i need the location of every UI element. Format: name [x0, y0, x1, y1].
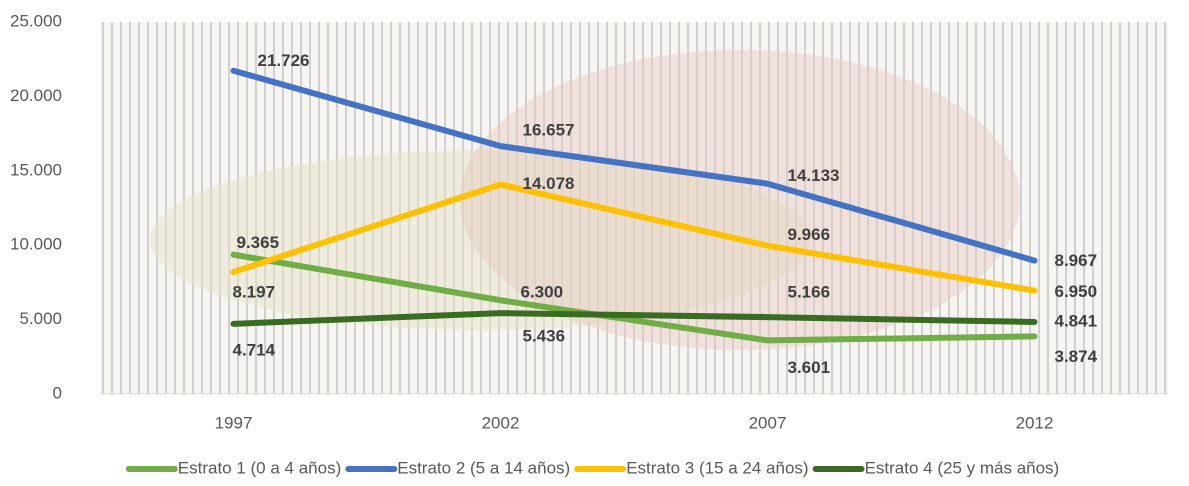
data-label: 4.714 — [233, 340, 276, 359]
y-tick-label: 0 — [53, 383, 62, 402]
y-tick-label: 20.000 — [10, 86, 62, 105]
data-label: 8.967 — [1055, 251, 1098, 270]
data-label: 6.300 — [521, 283, 564, 302]
background-picture — [460, 50, 1020, 350]
data-label: 16.657 — [523, 121, 575, 140]
data-label: 4.841 — [1055, 311, 1098, 330]
series-line — [230, 181, 1038, 294]
legend-label: Estrato 1 (0 a 4 años) — [178, 458, 341, 477]
x-tick-label: 2002 — [482, 413, 520, 432]
data-label: 14.078 — [523, 174, 575, 193]
y-tick-label: 10.000 — [10, 235, 62, 254]
data-label: 14.133 — [788, 166, 840, 185]
data-label: 8.197 — [233, 283, 276, 302]
data-label: 21.726 — [258, 51, 310, 70]
data-label: 5.166 — [788, 283, 831, 302]
series-line — [230, 67, 1038, 264]
series-line — [230, 310, 1038, 327]
legend-label: Estrato 4 (25 y más años) — [865, 458, 1060, 477]
data-label: 9.966 — [788, 225, 831, 244]
legend-label: Estrato 3 (15 a 24 años) — [626, 458, 808, 477]
data-label: 5.436 — [523, 327, 566, 346]
y-tick-label: 5.000 — [19, 309, 62, 328]
series-line — [230, 251, 1038, 344]
x-tick-label: 2007 — [749, 413, 787, 432]
data-label: 6.950 — [1055, 282, 1098, 301]
background-picture — [150, 150, 810, 330]
data-label: 3.874 — [1055, 347, 1098, 366]
data-label: 9.365 — [237, 233, 280, 252]
x-tick-label: 1997 — [215, 413, 253, 432]
y-tick-label: 15.000 — [10, 160, 62, 179]
legend-label: Estrato 2 (5 a 14 años) — [397, 458, 570, 477]
x-tick-label: 2012 — [1016, 413, 1054, 432]
y-tick-label: 25.000 — [10, 11, 62, 30]
data-label: 3.601 — [788, 358, 831, 377]
